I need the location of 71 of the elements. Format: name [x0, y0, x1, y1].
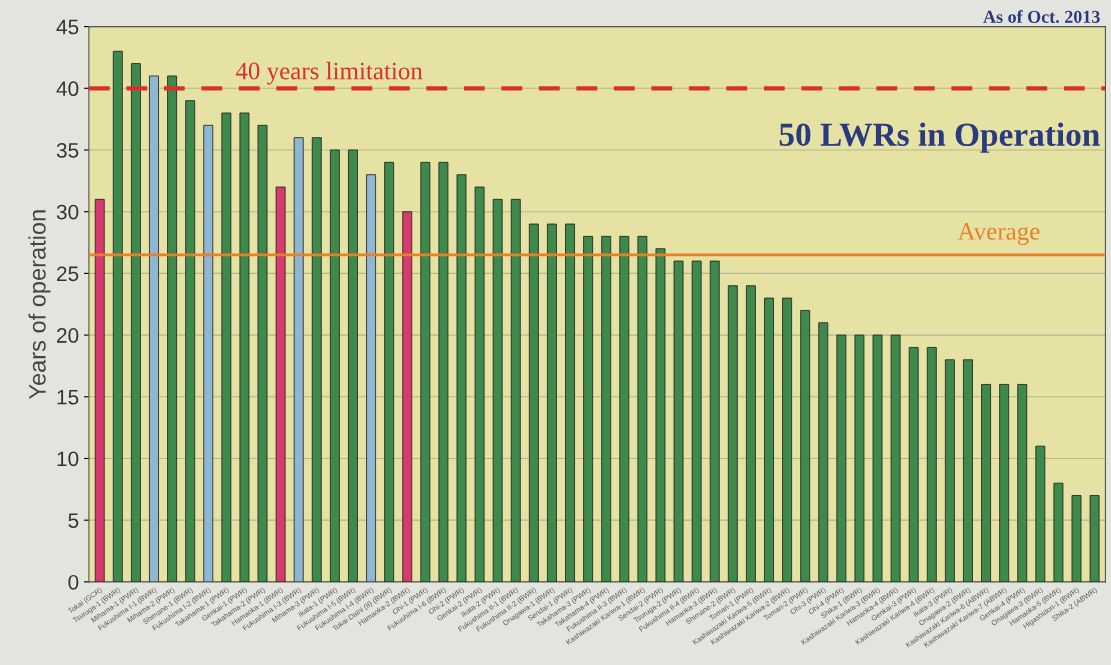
- bar: [691, 260, 702, 582]
- bar: [926, 347, 937, 582]
- bar: [872, 334, 883, 582]
- bar: [366, 174, 376, 582]
- ref-line-label: Average: [957, 223, 1040, 246]
- bar: [474, 186, 485, 582]
- bar: [981, 384, 991, 582]
- bar: [221, 112, 232, 582]
- bar: [800, 309, 811, 582]
- y-tick-label: 0: [68, 574, 79, 590]
- bar: [999, 384, 1010, 582]
- y-tick-label: 10: [57, 451, 79, 467]
- bar: [257, 124, 268, 582]
- bar: [583, 235, 594, 582]
- bar: [456, 174, 467, 582]
- bar: [637, 235, 648, 582]
- bar: [1035, 445, 1046, 582]
- bar: [293, 137, 304, 582]
- bar: [764, 297, 774, 582]
- y-tick-label: 15: [57, 390, 79, 405]
- bar: [890, 334, 901, 582]
- bar: [601, 235, 612, 582]
- bar: [329, 149, 340, 582]
- bar: [130, 63, 141, 582]
- bar: [510, 198, 521, 582]
- ref-line-label: 40 years limitation: [235, 61, 423, 85]
- bar: [203, 124, 214, 582]
- bar: [167, 75, 178, 582]
- bar: [655, 248, 666, 582]
- bar: [782, 297, 793, 582]
- bar: [1089, 495, 1100, 582]
- y-tick-label: 35: [56, 143, 79, 158]
- bar: [836, 334, 847, 582]
- bar: [492, 198, 503, 582]
- bar: [402, 211, 413, 582]
- bar: [528, 223, 539, 582]
- bar: [963, 359, 973, 582]
- bar: [854, 334, 865, 582]
- text: As of Oct. 2013: [983, 10, 1100, 24]
- bar: [438, 161, 449, 582]
- bar: [619, 235, 630, 582]
- annotation: 50 LWRs in Operation: [779, 122, 1100, 153]
- bar: [727, 285, 738, 582]
- y-tick-label: 5: [68, 513, 79, 528]
- bar: [1053, 482, 1064, 582]
- bar: [944, 359, 955, 582]
- y-axis-title: Years of operation: [28, 210, 51, 400]
- bar: [384, 161, 395, 582]
- bar: [348, 149, 358, 582]
- bar: [709, 260, 720, 582]
- bar: [420, 161, 431, 582]
- bar: [185, 100, 196, 582]
- y-tick-label: 40: [56, 81, 79, 97]
- y-tick-label: 30: [56, 204, 79, 220]
- bar: [149, 75, 159, 582]
- y-tick-label: 20: [57, 328, 79, 343]
- bar: [1071, 495, 1082, 582]
- y-tick-label: 45: [56, 19, 79, 35]
- bar: [745, 285, 756, 582]
- bar: [311, 137, 322, 582]
- bar: [275, 186, 286, 582]
- bar: [908, 347, 919, 582]
- bar: [112, 50, 123, 582]
- y-tick-label: 25: [57, 266, 79, 282]
- bar: [547, 223, 557, 582]
- bar: [1017, 384, 1028, 582]
- bar: [94, 198, 105, 582]
- bar: [673, 260, 684, 582]
- bar: [239, 112, 250, 582]
- bar: [565, 223, 575, 582]
- bar: [818, 322, 829, 582]
